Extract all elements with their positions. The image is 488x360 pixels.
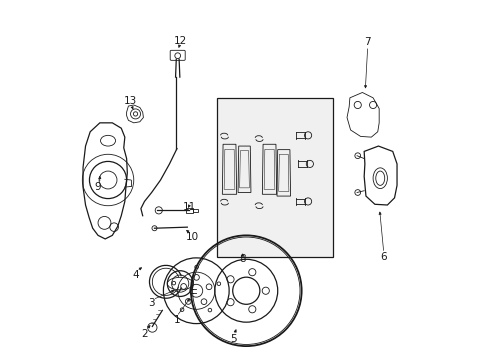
Text: 7: 7 bbox=[364, 37, 370, 48]
Text: 10: 10 bbox=[186, 232, 199, 242]
Bar bbox=[216, 98, 332, 257]
Text: 6: 6 bbox=[380, 252, 386, 262]
Text: 9: 9 bbox=[94, 182, 101, 192]
Text: 5: 5 bbox=[230, 334, 237, 344]
Text: 11: 11 bbox=[182, 202, 195, 212]
Bar bbox=[192, 208, 198, 212]
Bar bbox=[186, 207, 193, 213]
Text: 12: 12 bbox=[173, 36, 186, 46]
Text: 4: 4 bbox=[132, 270, 139, 280]
Text: 2: 2 bbox=[141, 329, 147, 339]
Circle shape bbox=[152, 226, 157, 231]
Text: 1: 1 bbox=[173, 315, 180, 325]
Text: 13: 13 bbox=[123, 96, 137, 107]
Text: 8: 8 bbox=[239, 253, 245, 264]
Text: 3: 3 bbox=[148, 298, 155, 308]
